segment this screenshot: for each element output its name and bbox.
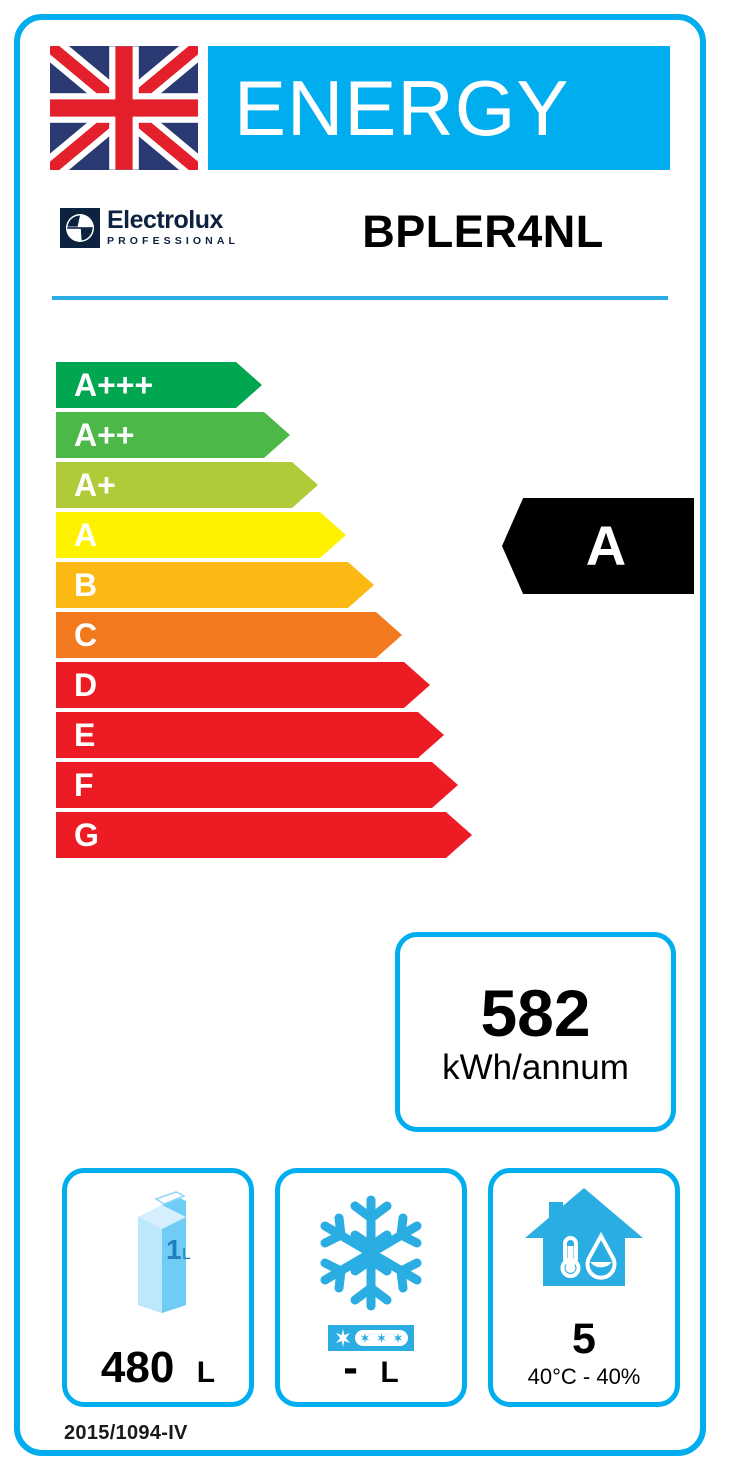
freezer-volume-box: - L <box>275 1168 467 1407</box>
volume-unit: L <box>196 1356 216 1389</box>
model-name: BPLER4NL <box>362 206 604 257</box>
energy-class-bar-C: C <box>56 612 476 658</box>
bar-shape: A+ <box>56 462 318 508</box>
energy-class-bar-D: D <box>56 662 476 708</box>
four-star-freezer-badge <box>328 1325 414 1351</box>
energy-class-bar-A: A <box>56 512 476 558</box>
climate-class-value: 5 <box>572 1314 596 1363</box>
freezer-value: - <box>343 1343 358 1392</box>
energy-class-bar-F: F <box>56 762 476 808</box>
energy-class-bar-E: E <box>56 712 476 758</box>
brand-row: Electrolux PROFESSIONAL BPLER4NL <box>50 202 676 280</box>
bar-shape: D <box>56 662 430 708</box>
energy-rating-letter: A <box>585 514 627 577</box>
energy-class-bar-Aplus: A+ <box>56 462 476 508</box>
volume-value: 480 <box>100 1343 175 1392</box>
energy-word: ENERGY <box>234 64 570 152</box>
climate-readout: 5 40°C - 40% <box>493 1314 675 1390</box>
electrolux-wordmark: Electrolux PROFESSIONAL <box>107 208 239 247</box>
bar-label: D <box>74 667 98 703</box>
bar-label: F <box>74 767 94 803</box>
bar-shape: A++ <box>56 412 290 458</box>
bar-label: A++ <box>74 417 135 453</box>
bar-shape: A <box>56 512 346 558</box>
bar-shape: C <box>56 612 402 658</box>
bar-label: E <box>74 717 96 753</box>
electrolux-logo: Electrolux PROFESSIONAL <box>60 208 239 248</box>
bar-label: B <box>74 567 98 603</box>
bar-shape: G <box>56 812 472 858</box>
milk-carton-icon: 1 L <box>67 1183 249 1323</box>
energy-label: ENERGY Electrolux PROFESSIONAL BPLER4NL … <box>14 14 706 1456</box>
energy-class-bar-G: G <box>56 812 476 858</box>
energy-class-bar-B: B <box>56 562 476 608</box>
climate-conditions: 40°C - 40% <box>527 1364 641 1389</box>
union-jack-flag-icon <box>50 46 198 170</box>
bar-label: G <box>74 817 99 853</box>
electrolux-mark-icon <box>60 208 100 248</box>
fridge-volume-box: 1 L 480 L <box>62 1168 254 1407</box>
header-divider <box>52 296 668 300</box>
consumption-unit: kWh/annum <box>442 1047 629 1087</box>
bar-label: C <box>74 617 98 653</box>
bar-shape: B <box>56 562 374 608</box>
electrolux-word: Electrolux <box>107 206 223 234</box>
svg-text:L: L <box>182 1246 191 1263</box>
svg-text:1: 1 <box>166 1234 182 1265</box>
label-header: ENERGY <box>50 46 670 170</box>
electrolux-professional-word: PROFESSIONAL <box>107 235 240 247</box>
energy-class-bar-Aplusplusplus: A+++ <box>56 362 476 408</box>
energy-class-bar-Aplusplus: A++ <box>56 412 476 458</box>
bar-label: A+++ <box>74 367 154 403</box>
bar-label: A <box>74 517 98 553</box>
annual-consumption-box: 582 kWh/annum <box>395 932 676 1132</box>
energy-rating-arrow: A <box>502 498 694 594</box>
volume-readout: 480 L <box>67 1346 249 1390</box>
bar-shape: E <box>56 712 444 758</box>
house-climate-icon <box>493 1179 675 1297</box>
bar-shape: A+++ <box>56 362 262 408</box>
energy-banner: ENERGY <box>208 46 670 170</box>
consumption-value: 582 <box>480 975 591 1050</box>
freezer-readout: - L <box>280 1346 462 1390</box>
regulation-reference: 2015/1094-IV <box>64 1422 188 1444</box>
bar-shape: F <box>56 762 458 808</box>
climate-class-box: 5 40°C - 40% <box>488 1168 680 1407</box>
bar-label: A+ <box>74 467 116 503</box>
snowflake-icon <box>280 1183 462 1323</box>
energy-class-scale: A+++ A++ A+ A B C D E F G <box>56 362 476 862</box>
freezer-unit: L <box>380 1356 399 1389</box>
